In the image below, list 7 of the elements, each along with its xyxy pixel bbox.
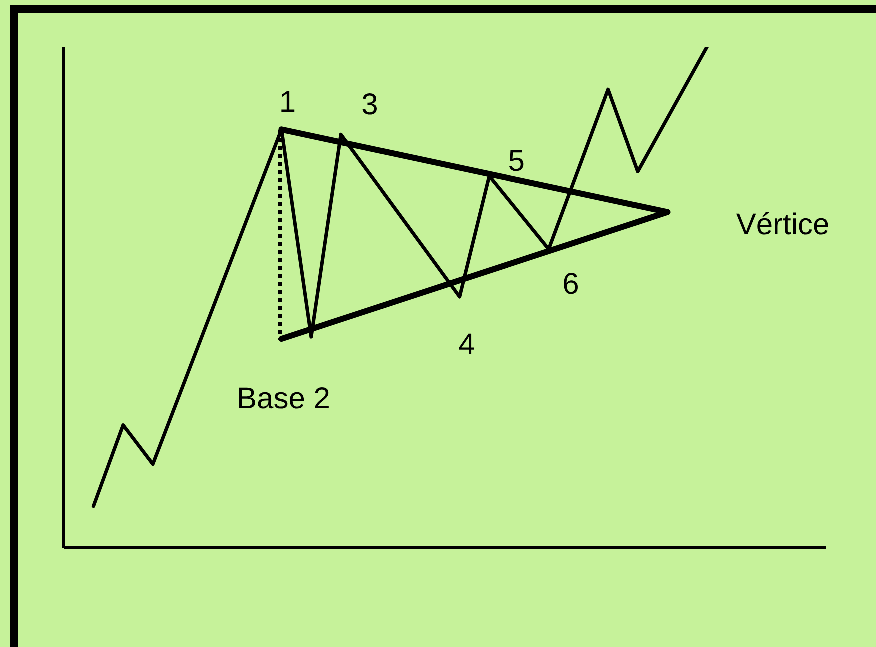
annotation: 5: [508, 144, 525, 178]
annotation: 4: [458, 328, 476, 362]
annotation: 1: [279, 86, 296, 120]
annotation: Vértice: [736, 208, 830, 242]
annotation: 6: [562, 268, 580, 301]
annotation: 3: [362, 88, 378, 122]
annotation: Base 2: [237, 382, 330, 416]
